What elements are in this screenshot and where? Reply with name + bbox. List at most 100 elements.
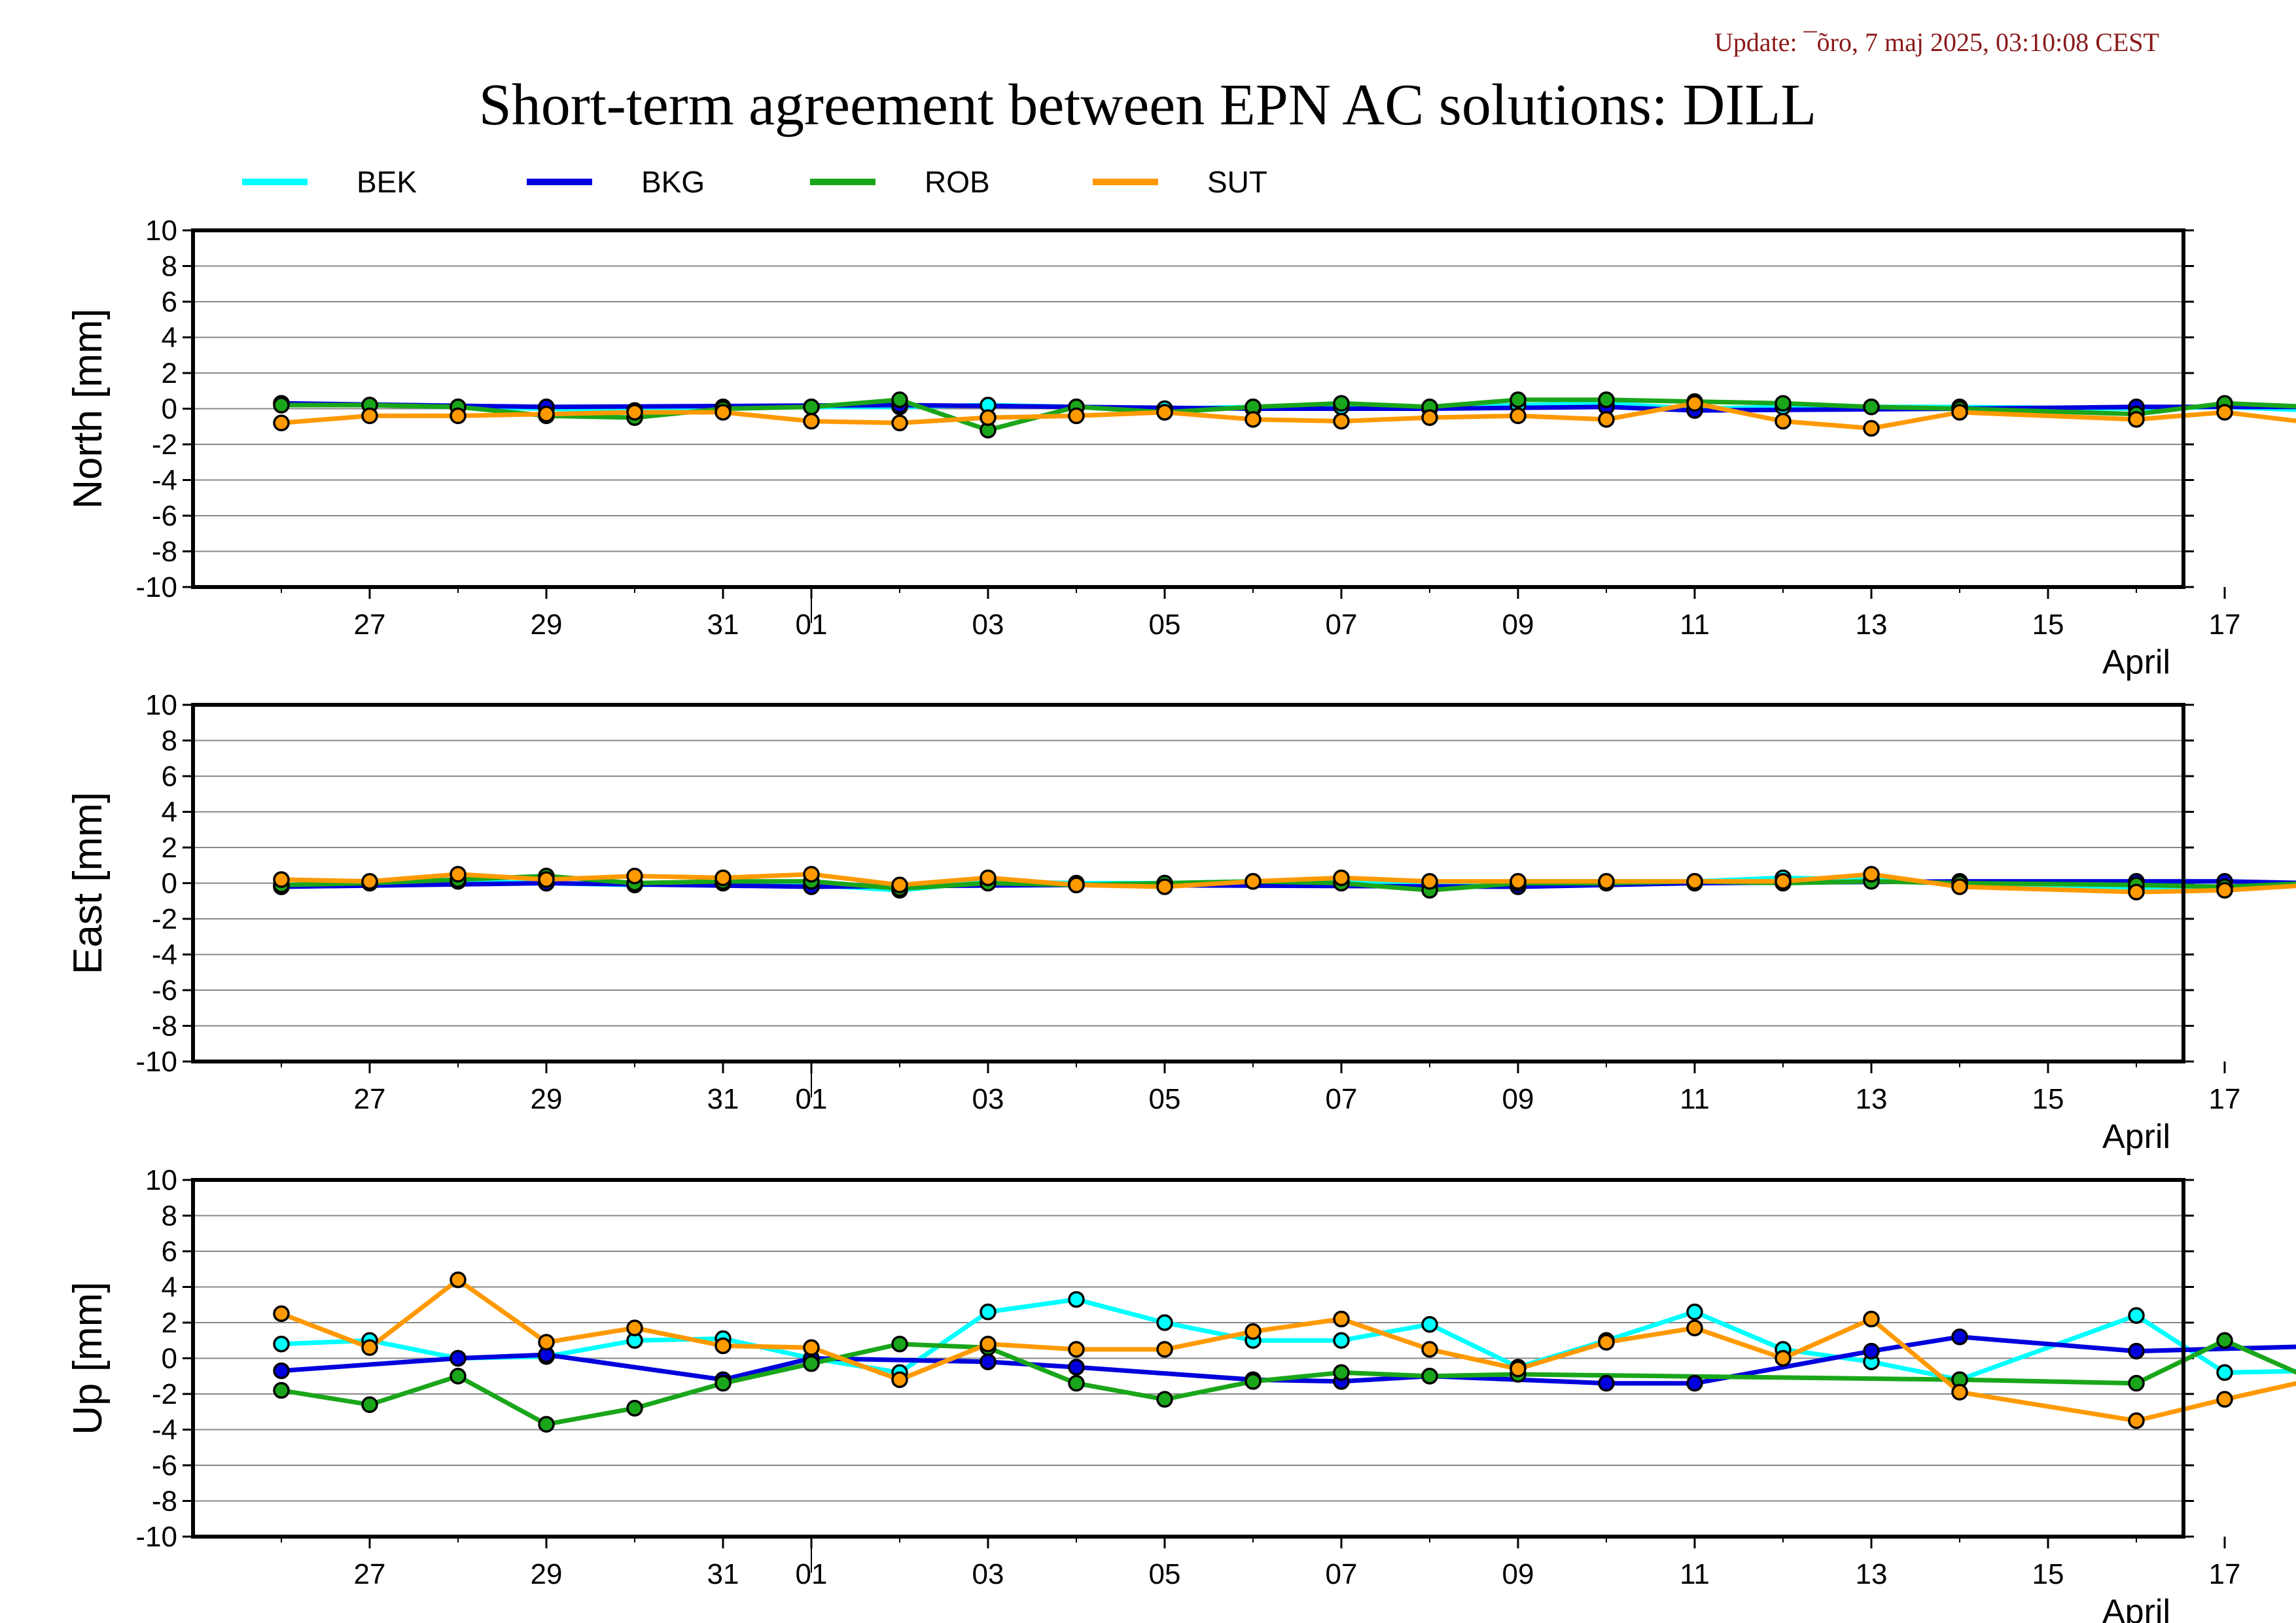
data-point-sut	[1775, 412, 1792, 430]
y-tick-label: 0	[162, 1343, 177, 1375]
x-tick-label: 07	[1326, 1083, 1358, 1115]
data-point-rob	[803, 399, 820, 416]
x-tick-label: 03	[972, 1083, 1004, 1115]
data-point-sut	[1510, 873, 1527, 890]
data-point-bkg	[980, 1353, 997, 1370]
x-tick-label: 13	[1856, 1083, 1888, 1115]
data-point-sut	[2216, 404, 2233, 421]
chart-title: Short-term agreement between EPN AC solu…	[479, 73, 1817, 137]
data-point-sut	[1686, 395, 1703, 412]
data-point-bkg	[1068, 1359, 1085, 1376]
data-point-sut	[1686, 873, 1703, 890]
data-point-rob	[1333, 395, 1350, 412]
y-axis-label: Up [mm]	[65, 1281, 111, 1435]
data-point-rob	[626, 1400, 643, 1417]
data-point-rob	[361, 1396, 378, 1414]
legend-label-sut: SUT	[1207, 165, 1267, 199]
month-label: April	[2102, 643, 2170, 681]
y-tick-label: 0	[162, 393, 177, 425]
plot-frame	[191, 1178, 2185, 1539]
data-point-sut	[273, 1305, 290, 1323]
data-point-rob	[1245, 1373, 1262, 1390]
series-line-bkg	[281, 1334, 2296, 1386]
data-point-rob	[1421, 1368, 1438, 1385]
data-point-bek	[1068, 1291, 1085, 1308]
data-point-sut	[1068, 407, 1085, 425]
data-point-bkg	[273, 1362, 290, 1380]
data-point-rob	[1863, 399, 1880, 416]
x-tick-label: 11	[1680, 1558, 1710, 1590]
y-tick-label: 8	[162, 251, 177, 283]
data-point-sut	[450, 407, 467, 425]
data-point-sut	[1775, 873, 1792, 890]
y-tick-label: -8	[152, 536, 177, 568]
y-tick-label: 6	[162, 1236, 177, 1268]
data-point-sut	[1421, 873, 1438, 890]
x-tick-label: 15	[2032, 1083, 2064, 1115]
data-point-sut	[1068, 876, 1085, 893]
data-point-sut	[980, 409, 997, 426]
data-point-sut	[1156, 878, 1173, 895]
x-tick-label: 29	[531, 1083, 563, 1115]
data-point-sut	[980, 869, 997, 887]
data-point-sut	[1863, 419, 1880, 437]
data-point-sut	[891, 1371, 908, 1388]
data-point-sut	[2128, 1412, 2145, 1429]
y-tick-label: -10	[135, 1046, 177, 1078]
legend-label-bek: BEK	[357, 165, 417, 199]
y-tick-label: 6	[162, 286, 177, 318]
y-tick-label: 8	[162, 1200, 177, 1232]
data-point-sut	[1333, 1310, 1350, 1328]
y-tick-label: 8	[162, 725, 177, 757]
x-tick-label: 27	[354, 609, 386, 641]
month-label: April	[2102, 1593, 2170, 1623]
data-point-bkg	[1863, 1342, 1880, 1360]
data-point-sut	[1510, 407, 1527, 425]
x-tick-label: 29	[531, 609, 563, 641]
data-point-sut	[626, 404, 643, 421]
series-line-bkg	[281, 401, 2296, 413]
y-tick-label: 10	[145, 215, 177, 247]
data-point-sut	[1156, 1341, 1173, 1358]
data-point-bkg	[450, 1349, 467, 1367]
data-point-sut	[1686, 1319, 1703, 1336]
y-tick-label: -6	[152, 500, 177, 532]
data-point-bek	[1156, 1314, 1173, 1331]
data-point-sut	[1598, 1334, 1615, 1351]
x-tick-label: 11	[1680, 1083, 1710, 1115]
data-point-sut	[1421, 1341, 1438, 1358]
x-tick-label: 11	[1680, 609, 1710, 641]
data-point-bek	[1421, 1315, 1438, 1333]
data-point-sut	[715, 869, 732, 887]
y-tick-label: -2	[152, 903, 177, 935]
series-line-sut	[280, 1277, 2296, 1423]
data-point-sut	[715, 404, 732, 421]
data-point-sut	[361, 407, 378, 425]
data-point-sut	[1245, 411, 1262, 428]
data-point-sut	[1156, 404, 1173, 421]
data-point-sut	[626, 867, 643, 885]
data-point-rob	[803, 1355, 820, 1372]
x-tick-label: 09	[1502, 609, 1534, 641]
data-point-sut	[1333, 869, 1350, 887]
data-point-rob	[2128, 1374, 2145, 1392]
x-tick-label: 17	[2209, 609, 2241, 641]
data-point-rob	[891, 391, 908, 408]
data-point-sut	[538, 871, 555, 888]
y-axis-label: North [mm]	[65, 308, 111, 509]
data-point-bek	[1333, 1332, 1350, 1349]
data-point-sut	[1421, 409, 1438, 426]
data-point-sut	[1245, 1323, 1262, 1340]
data-point-rob	[1598, 391, 1615, 408]
plot-frame	[191, 703, 2185, 1063]
data-point-sut	[1951, 404, 1968, 421]
month-label: April	[2102, 1118, 2170, 1156]
data-point-sut	[450, 866, 467, 883]
x-tick-label: 29	[531, 1558, 563, 1590]
x-tick-label: 13	[1856, 1558, 1888, 1590]
data-point-rob	[273, 397, 290, 414]
